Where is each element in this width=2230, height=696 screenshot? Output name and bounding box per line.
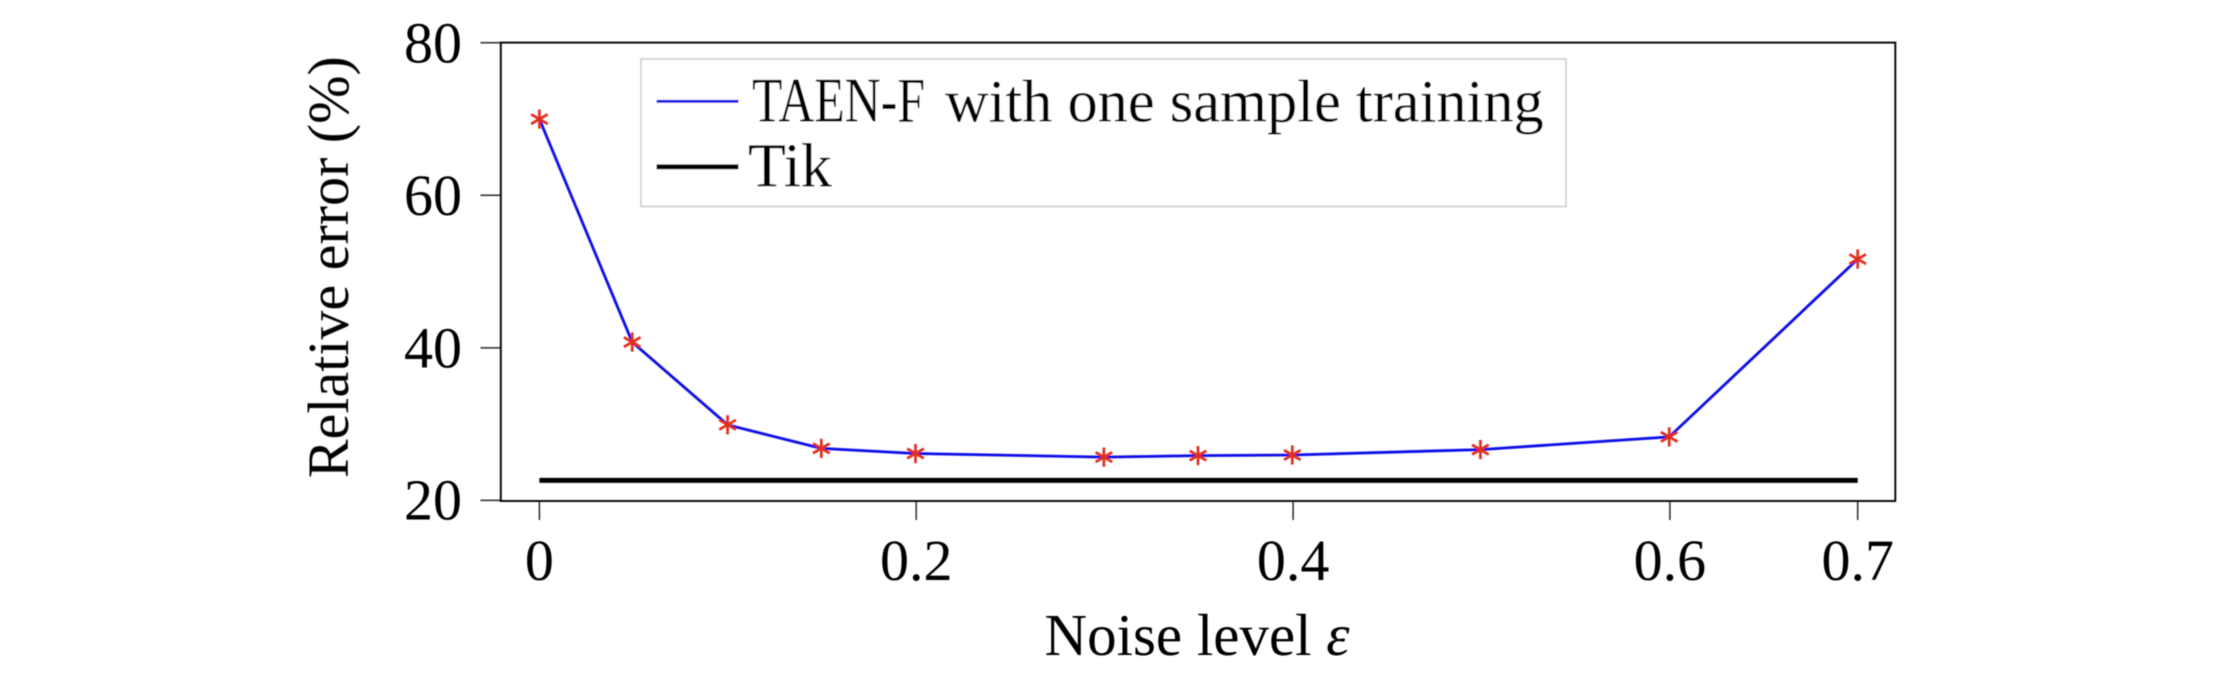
svg-text:0.6: 0.6 xyxy=(1634,528,1707,593)
svg-text:80: 80 xyxy=(404,11,462,76)
svg-text:Tik: Tik xyxy=(748,133,832,201)
svg-text:0: 0 xyxy=(525,528,554,593)
svg-text:0.2: 0.2 xyxy=(880,528,953,593)
svg-text:0.4: 0.4 xyxy=(1257,528,1330,593)
svg-text:Noise level ε: Noise level ε xyxy=(1044,602,1350,668)
svg-text:Relative error (%): Relative error (%) xyxy=(296,56,361,478)
svg-text:20: 20 xyxy=(404,468,462,533)
svg-text:0.7: 0.7 xyxy=(1821,528,1894,593)
svg-text:TAEN-F: TAEN-F xyxy=(752,66,925,136)
svg-text:40: 40 xyxy=(404,315,462,380)
svg-text:60: 60 xyxy=(404,163,462,228)
svg-text:with one sample training: with one sample training xyxy=(945,69,1544,136)
